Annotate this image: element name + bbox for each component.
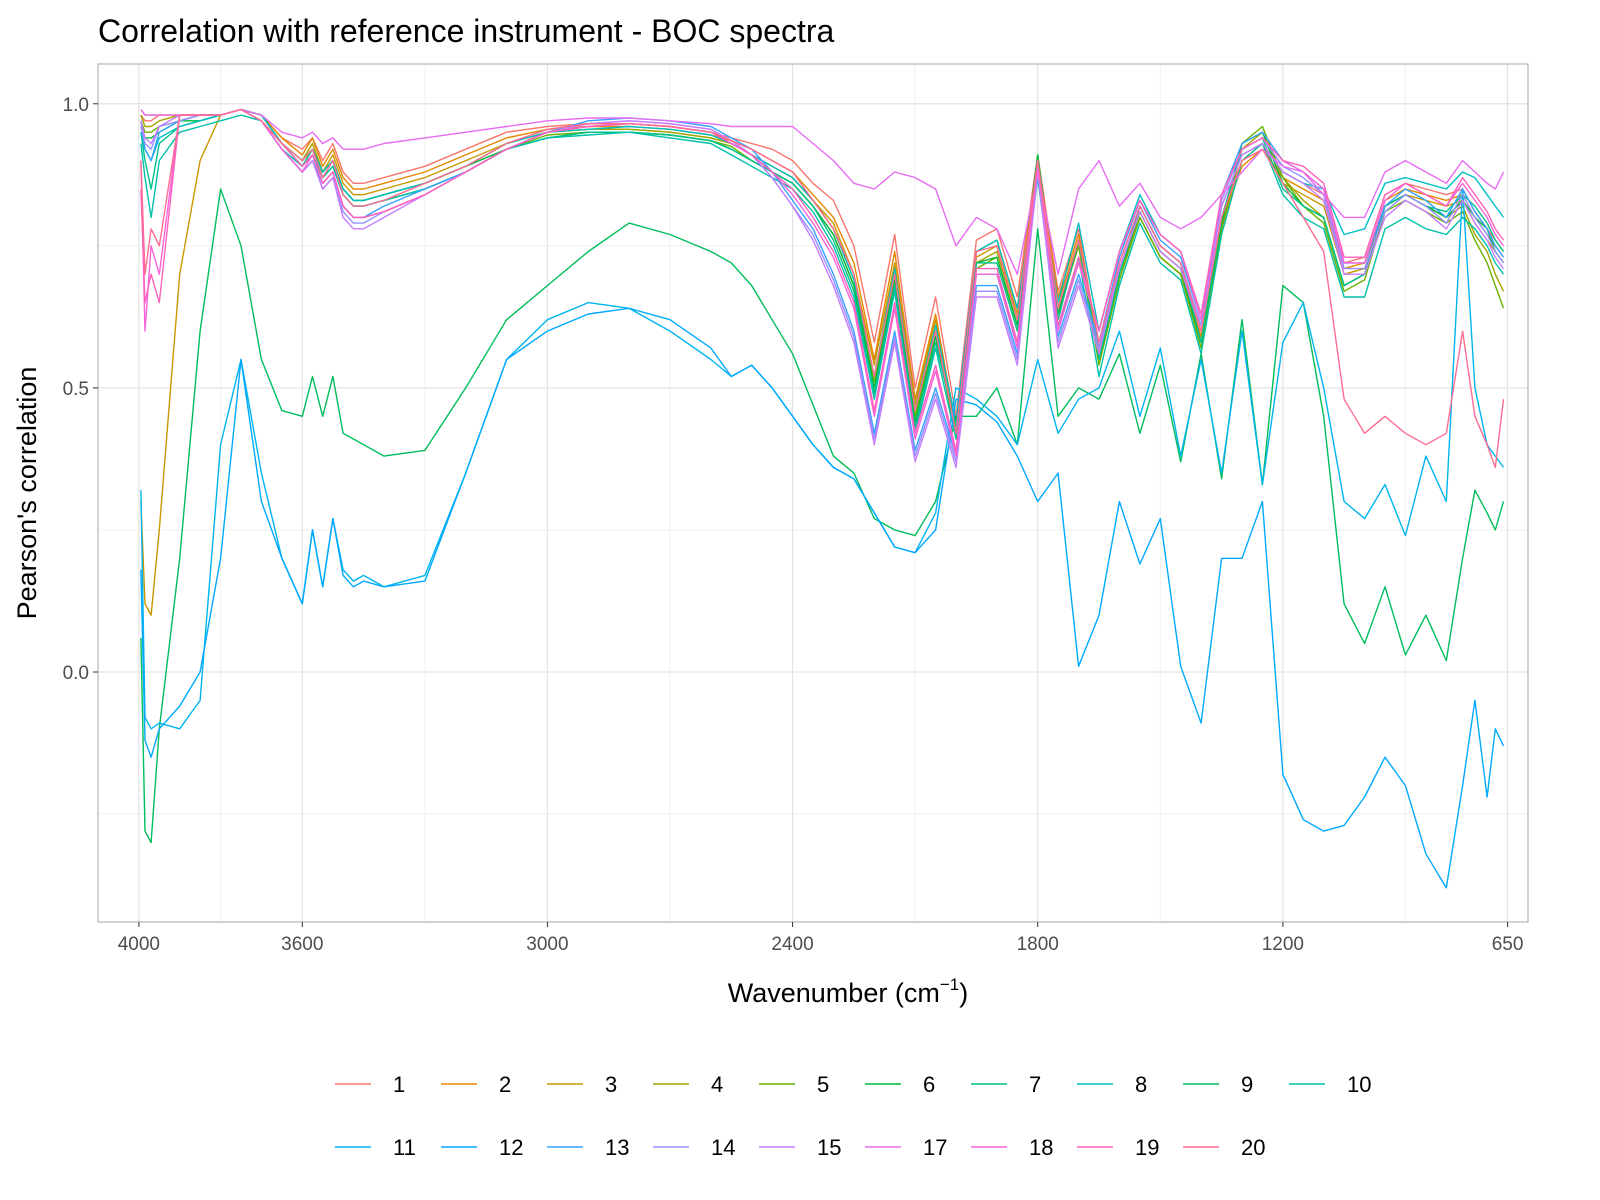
x-axis-ticks: 4000 3600 3000 2400 1800 1200 650	[118, 922, 1524, 955]
legend-label-17: 17	[923, 1135, 947, 1160]
series-line-9	[140, 188, 1505, 844]
x-tick-label-4: 1800	[1017, 934, 1059, 955]
legend-label-15: 15	[817, 1135, 841, 1160]
x-axis-title-unit-close: )	[959, 978, 968, 1008]
legend-label-11: 11	[393, 1135, 416, 1160]
x-tick-label-1: 3600	[281, 934, 323, 955]
major-gridlines	[98, 64, 1528, 922]
x-tick-label-5: 1200	[1262, 934, 1304, 955]
legend-label-10: 10	[1347, 1072, 1371, 1097]
legend-label-2: 2	[499, 1072, 511, 1097]
legend-label-1: 1	[393, 1072, 405, 1097]
legend-label-3: 3	[605, 1072, 617, 1097]
legend-label-18: 18	[1029, 1135, 1053, 1160]
legend-label-4: 4	[711, 1072, 723, 1097]
legend-label-6: 6	[923, 1072, 935, 1097]
legend-label-5: 5	[817, 1072, 829, 1097]
legend-label-19: 19	[1135, 1135, 1159, 1160]
y-tick-label-0: 1.0	[63, 95, 89, 116]
x-axis-title-main: Wavenumber	[728, 978, 888, 1008]
series-line-20	[140, 108, 1505, 469]
minor-gridlines	[98, 64, 1528, 922]
x-axis-title-unit-open: (cm	[895, 978, 940, 1008]
legend-label-14: 14	[711, 1135, 735, 1160]
series-line-17	[140, 108, 1505, 275]
x-tick-label-3: 2400	[771, 934, 813, 955]
legend-label-8: 8	[1135, 1072, 1147, 1097]
series-line-12	[140, 307, 1505, 889]
plot-panel-border	[97, 63, 1529, 923]
x-tick-label-0: 4000	[118, 934, 160, 955]
series-lines	[140, 108, 1505, 889]
legend-label-7: 7	[1029, 1072, 1041, 1097]
legend-label-13: 13	[605, 1135, 629, 1160]
x-tick-label-2: 3000	[526, 934, 568, 955]
legend-label-9: 9	[1241, 1072, 1253, 1097]
y-tick-label-1: 0.5	[63, 379, 89, 400]
x-tick-label-6: 650	[1492, 934, 1524, 955]
y-axis-ticks: 1.0 0.5 0.0	[63, 95, 98, 684]
series-line-19	[140, 108, 1505, 452]
legend-label-20: 20	[1241, 1135, 1265, 1160]
y-axis-title: Pearson's correlation	[12, 367, 42, 620]
y-tick-label-2: 0.0	[63, 663, 89, 684]
x-axis-title-unit-sup: −1	[940, 975, 959, 994]
legend-label-12: 12	[499, 1135, 523, 1160]
chart-title: Correlation with reference instrument - …	[98, 13, 834, 49]
x-axis-title: Wavenumber (cm−1)	[728, 975, 968, 1008]
series-line-15	[140, 108, 1505, 469]
